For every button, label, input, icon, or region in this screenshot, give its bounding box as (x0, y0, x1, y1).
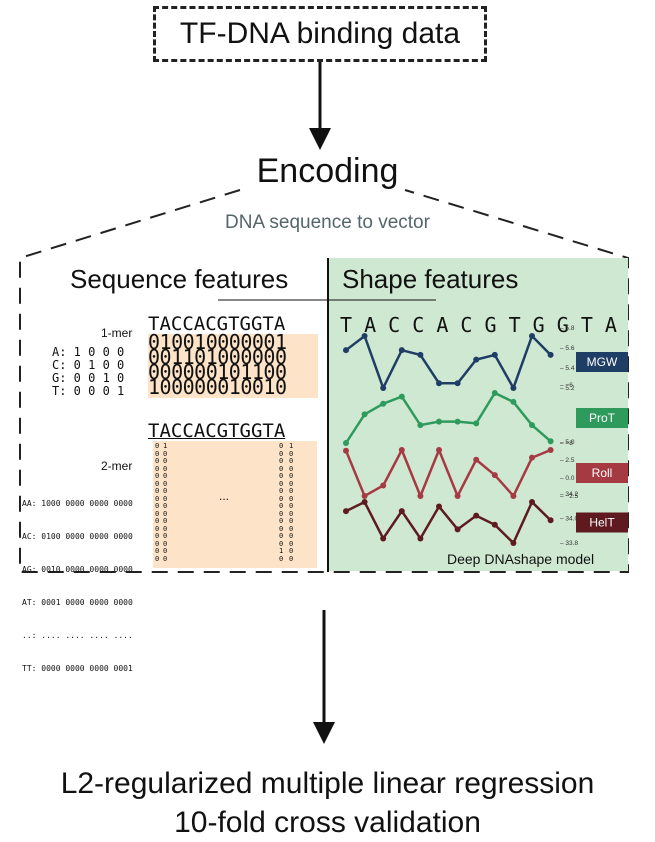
mgw-line (346, 336, 551, 388)
two-mer-col-1: 0000000000000000 (155, 443, 163, 563)
mgw-point (510, 385, 516, 391)
two-mer-row-ag: AG: 0010 0000 0000 0000 (22, 564, 133, 575)
two-mer-key: AA: 1000 0000 0000 0000 AC: 0100 0000 00… (22, 476, 133, 685)
prot-point (417, 422, 423, 428)
two-mer-col-2: 1000000000000000 (163, 443, 171, 563)
roll-point (343, 448, 349, 454)
helt-point (362, 499, 368, 505)
mgw-point (362, 333, 368, 339)
roll-point (436, 447, 442, 453)
two-mer-label: 2-mer (101, 459, 132, 473)
two-mer-col-4: 1000000000000000 (289, 443, 297, 563)
helt-point (343, 508, 349, 514)
helt-point (510, 540, 516, 546)
two-mer-row-at: AT: 0001 0000 0000 0000 (22, 597, 133, 608)
helt-tick-label: – 33.8 (560, 540, 578, 547)
mgw-point (399, 347, 405, 353)
helt-point (380, 535, 386, 541)
helt-point (473, 513, 479, 519)
prot-point (362, 411, 368, 417)
mgw-point (529, 333, 535, 339)
roll-point (510, 493, 516, 499)
mgw-point (492, 352, 498, 358)
prot-point (548, 438, 554, 444)
one-mer-matrix: 010010000001 001101000000 000000101100 1… (148, 334, 318, 398)
prot-point (529, 422, 535, 428)
mgw-tick-label: – 5.6 (560, 345, 575, 352)
prot-point (343, 440, 349, 446)
regression-label: L2-regularized multiple linear regressio… (0, 767, 655, 801)
roll-point (399, 447, 405, 453)
roll-point (380, 483, 386, 489)
two-mer-col-3: 0000000000000010 (279, 443, 287, 563)
roll-point (473, 457, 479, 463)
helt-point (436, 504, 442, 510)
helt-point (548, 517, 554, 523)
one-mer-vector-t: 100000010010 (148, 380, 318, 395)
one-mer-row-t: T: 0 0 0 1 (52, 385, 124, 398)
two-mer-matrix: 0000000000000000 1000000000000000 ... 00… (153, 441, 317, 568)
two-mer-ellipsis: ... (219, 489, 229, 503)
prot-point (492, 390, 498, 396)
mgw-tick-label: – 5.4 (560, 365, 575, 372)
helt-point (492, 522, 498, 528)
helt-tick-label: – 34.2 (560, 491, 578, 498)
deep-dnashape-model-label: Deep DNAshape model (447, 551, 594, 567)
roll-point (548, 447, 554, 453)
roll-badge-label: Roll (592, 466, 613, 480)
roll-point (455, 493, 461, 499)
helt-point (455, 526, 461, 532)
prot-tick-label: – −6 (560, 382, 573, 389)
mgw-point (455, 380, 461, 386)
cross-validation-label: 10-fold cross validation (0, 806, 655, 840)
shape-tracks: – 5.8 – 5.6 – 5.4 – 5.2 MGW – −6 – −8 ProT – 5.0… (328, 258, 628, 571)
helt-tick-label: – 34.0 (560, 516, 578, 523)
prot-line (346, 393, 551, 443)
prot-badge-label: ProT (589, 411, 616, 425)
helt-point (529, 499, 535, 505)
mgw-point (343, 347, 349, 353)
helt-badge-label: HelT (589, 516, 615, 530)
helt-point (417, 535, 423, 541)
mgw-tick-label: – 5.8 (560, 325, 575, 332)
roll-point (529, 455, 535, 461)
roll-point (417, 493, 423, 499)
one-mer-key: A: 1 0 0 0 C: 0 1 0 0 G: 0 0 1 0 T: 0 0 … (52, 346, 124, 398)
prot-point (510, 399, 516, 405)
mgw-badge-label: MGW (587, 355, 618, 369)
mgw-point (548, 352, 554, 358)
two-mer-row-ac: AC: 0100 0000 0000 0000 (22, 531, 133, 542)
roll-point (492, 472, 498, 478)
two-mer-row-tt: TT: 0000 0000 0000 0001 (22, 663, 133, 674)
prot-point (399, 394, 405, 400)
helt-point (399, 508, 405, 514)
two-mer-sequence: TACCACGTGGTA (148, 420, 285, 442)
one-mer-label: 1-mer (101, 326, 132, 340)
prot-point (436, 419, 442, 425)
sequence-features-title: Sequence features (70, 264, 288, 295)
mgw-point (473, 357, 479, 363)
two-mer-row-ellipsis: ..: .... .... .... .... (22, 630, 133, 641)
mgw-point (380, 385, 386, 391)
roll-tick-label: – 2.5 (560, 457, 575, 464)
roll-tick-label: – 0.0 (560, 475, 575, 482)
mgw-point (436, 380, 442, 386)
roll-point (362, 493, 368, 499)
prot-point (380, 401, 386, 407)
roll-line (346, 450, 551, 496)
helt-line (346, 502, 551, 543)
mgw-point (417, 352, 423, 358)
prot-point (473, 420, 479, 426)
prot-point (455, 419, 461, 425)
two-mer-row-aa: AA: 1000 0000 0000 0000 (22, 498, 133, 509)
roll-tick-label: – 5.0 (560, 439, 575, 446)
